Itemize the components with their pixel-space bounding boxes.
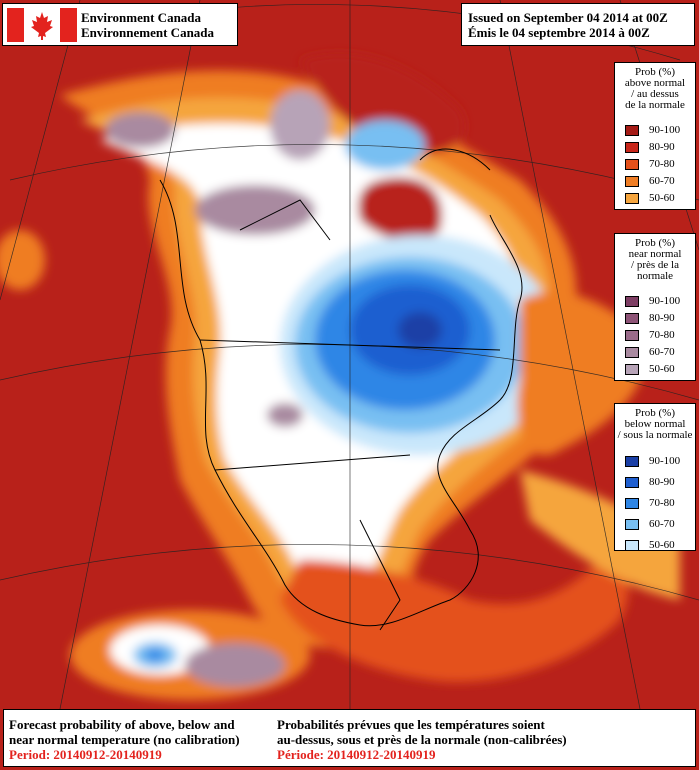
legend-label: 50-60	[649, 363, 675, 375]
legend-item: 90-100	[625, 455, 695, 470]
legend-below-title: Prob (%) below normal / sous la normale	[615, 404, 695, 441]
legend-swatch	[625, 498, 639, 509]
legend-item: 50-60	[625, 539, 695, 554]
legend-swatch	[625, 296, 639, 307]
legend-title-line: / près de la	[631, 259, 679, 271]
period-en: Period: 20140912-20140919	[9, 747, 162, 762]
legend-item: 70-80	[625, 158, 695, 173]
agency-name-en: Environment Canada	[81, 10, 202, 25]
environment-canada-header: Environment Canada Environnement Canada	[2, 3, 238, 46]
legend-item: 60-70	[625, 175, 695, 190]
canada-flag-icon	[7, 8, 77, 42]
legend-item: 60-70	[625, 518, 695, 533]
legend-swatch	[625, 477, 639, 488]
legend-label: 80-90	[649, 312, 675, 324]
legend-title-line: / au dessus	[631, 88, 679, 100]
legend-label: 90-100	[649, 455, 681, 467]
legend-item: 80-90	[625, 141, 695, 156]
legend-label: 60-70	[649, 175, 675, 187]
legend-item: 70-80	[625, 329, 695, 344]
legend-label: 70-80	[649, 497, 675, 509]
legend-swatch	[625, 364, 639, 375]
legend-item: 50-60	[625, 363, 695, 378]
legend-swatch	[625, 125, 639, 136]
legend-label: 50-60	[649, 192, 675, 204]
legend-above-title: Prob (%) above normal / au dessus de la …	[615, 63, 695, 111]
legend-label: 80-90	[649, 476, 675, 488]
legend-swatch	[625, 193, 639, 204]
legend-title-line: below normal	[624, 418, 686, 430]
footer: Forecast probability of above, below and…	[3, 709, 696, 767]
footer-english: Forecast probability of above, below and…	[9, 717, 271, 762]
footer-line: au-dessus, sous et près de la normale (n…	[277, 732, 567, 747]
legend-title-line: de la normale	[625, 99, 685, 111]
legend-label: 60-70	[649, 346, 675, 358]
legend-swatch	[625, 519, 639, 530]
legend-label: 70-80	[649, 329, 675, 341]
legend-title-line: above normal	[624, 77, 686, 89]
legend-label: 50-60	[649, 539, 675, 551]
legend-title-line: / sous la normale	[617, 429, 693, 441]
legend-swatch	[625, 176, 639, 187]
legend-label: 90-100	[649, 295, 681, 307]
legend-title-line: Prob (%)	[634, 66, 676, 78]
legend-below-normal: Prob (%) below normal / sous la normale …	[614, 403, 696, 551]
agency-name-fr: Environnement Canada	[81, 25, 215, 40]
legend-swatch	[625, 142, 639, 153]
period-fr: Période: 20140912-20140919	[277, 747, 436, 762]
legend-swatch	[625, 347, 639, 358]
legend-title-line: near normal	[628, 248, 682, 260]
legend-swatch	[625, 330, 639, 341]
legend-title-line: Prob (%)	[634, 237, 676, 249]
legend-item: 80-90	[625, 476, 695, 491]
legend-title-line: Prob (%)	[634, 407, 676, 419]
legend-label: 60-70	[649, 518, 675, 530]
legend-item: 70-80	[625, 497, 695, 512]
legend-item: 90-100	[625, 295, 695, 310]
issued-en: Issued on September 04 2014 at 00Z	[468, 10, 668, 25]
legend-item: 90-100	[625, 124, 695, 139]
legend-swatch	[625, 540, 639, 551]
legend-near-title: Prob (%) near normal / près de la normal…	[615, 234, 695, 282]
legend-label: 90-100	[649, 124, 681, 136]
legend-near-normal: Prob (%) near normal / près de la normal…	[614, 233, 696, 381]
legend-swatch	[625, 159, 639, 170]
legend-label: 80-90	[649, 141, 675, 153]
footer-french: Probabilités prévues que les température…	[277, 717, 607, 762]
footer-line: Forecast probability of above, below and	[9, 717, 235, 732]
footer-line: near normal temperature (no calibration)	[9, 732, 240, 747]
legend-label: 70-80	[649, 158, 675, 170]
legend-item: 80-90	[625, 312, 695, 327]
issued-fr: Émis le 04 septembre 2014 à 00Z	[468, 25, 650, 40]
legend-title-line: normale	[636, 270, 674, 282]
legend-above-normal: Prob (%) above normal / au dessus de la …	[614, 62, 696, 210]
legend-item: 50-60	[625, 192, 695, 207]
footer-line: Probabilités prévues que les température…	[277, 717, 545, 732]
legend-swatch	[625, 456, 639, 467]
legend-item: 60-70	[625, 346, 695, 361]
issued-header: Issued on September 04 2014 at 00Z Émis …	[461, 3, 695, 46]
legend-swatch	[625, 313, 639, 324]
